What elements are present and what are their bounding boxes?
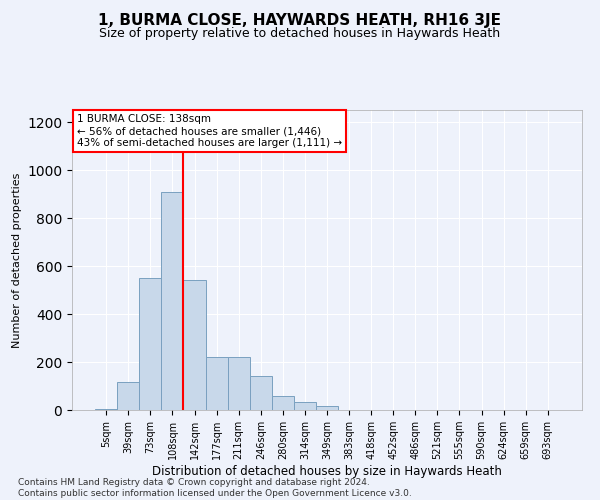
Bar: [272, 396, 294, 410]
Text: 1 BURMA CLOSE: 138sqm
← 56% of detached houses are smaller (1,446)
43% of semi-d: 1 BURMA CLOSE: 138sqm ← 56% of detached …: [77, 114, 342, 148]
Bar: [227, 357, 250, 410]
Bar: [316, 406, 338, 410]
Text: Size of property relative to detached houses in Haywards Heath: Size of property relative to detached ho…: [100, 28, 500, 40]
Bar: [161, 192, 184, 410]
Bar: [294, 402, 316, 410]
Bar: [206, 357, 227, 410]
Bar: [117, 382, 139, 410]
Bar: [139, 278, 161, 410]
Bar: [184, 280, 206, 410]
Text: 1, BURMA CLOSE, HAYWARDS HEATH, RH16 3JE: 1, BURMA CLOSE, HAYWARDS HEATH, RH16 3JE: [98, 12, 502, 28]
Bar: [95, 409, 117, 410]
X-axis label: Distribution of detached houses by size in Haywards Heath: Distribution of detached houses by size …: [152, 465, 502, 478]
Bar: [250, 376, 272, 410]
Y-axis label: Number of detached properties: Number of detached properties: [11, 172, 22, 348]
Text: Contains HM Land Registry data © Crown copyright and database right 2024.
Contai: Contains HM Land Registry data © Crown c…: [18, 478, 412, 498]
